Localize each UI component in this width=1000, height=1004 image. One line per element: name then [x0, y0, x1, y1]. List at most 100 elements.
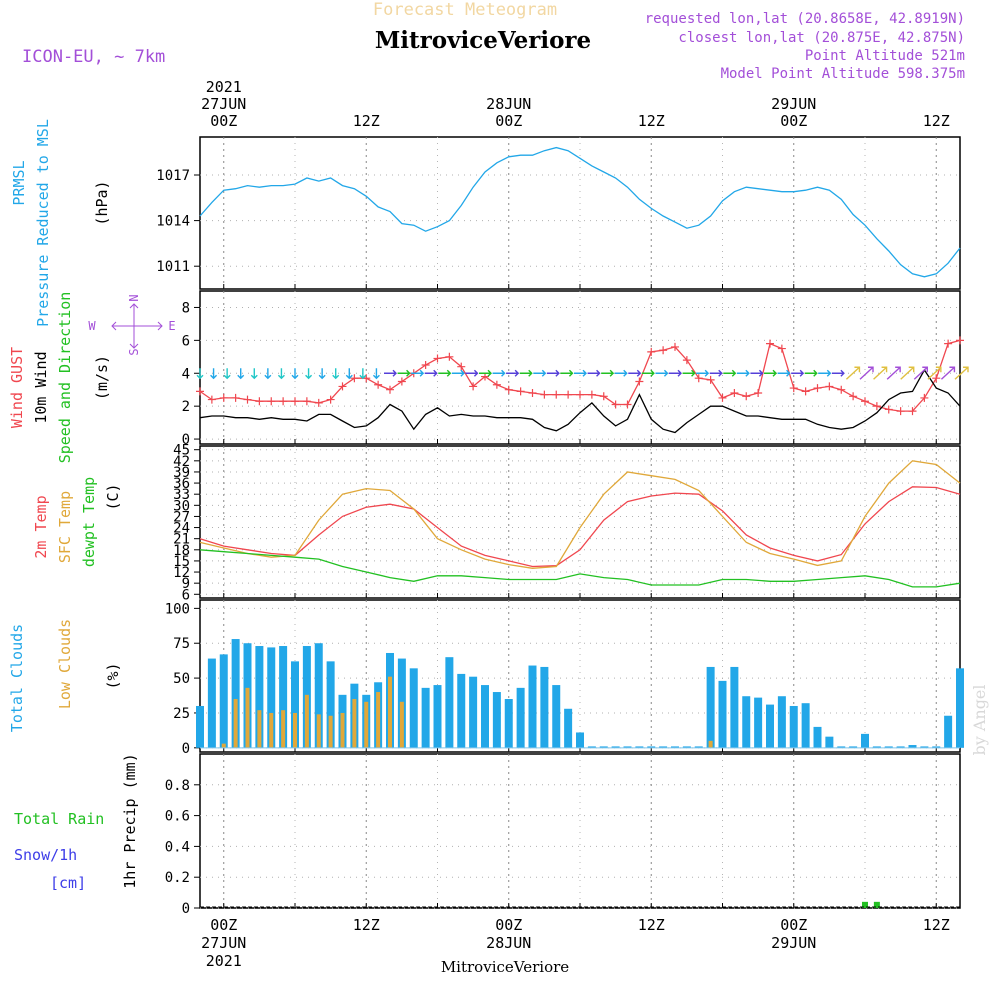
clouds-bar: [694, 746, 703, 748]
clouds-bar: [219, 654, 228, 748]
clouds-bar: [221, 743, 226, 748]
top-time-label: 12Z: [353, 112, 380, 130]
wind-direction-arrow: [411, 369, 425, 377]
wind-point: [623, 400, 632, 409]
clouds-bar: [920, 746, 929, 748]
temperature-ytick-label: 42: [173, 454, 190, 470]
clouds-bar: [269, 712, 274, 748]
wind-point: [219, 393, 228, 402]
clouds-bar: [671, 746, 679, 748]
clouds-bar: [789, 705, 798, 748]
wind-direction-arrow: [696, 369, 710, 377]
wind-point: [671, 342, 679, 351]
top-time-label-line: 29JUN: [771, 95, 816, 113]
temperature-ytick-label: 24: [173, 521, 190, 537]
wind-point: [576, 390, 584, 399]
wind-direction-arrow: [250, 368, 258, 380]
clouds-legend-low: Low Clouds: [56, 619, 74, 709]
clouds-bar: [766, 704, 774, 748]
wind-direction-arrow: [886, 366, 901, 380]
clouds-bar: [813, 726, 822, 748]
bottom-time-label-line: 28JUN: [486, 934, 531, 952]
clouds-bar: [754, 697, 763, 748]
compass-horizontal-arrow: [111, 321, 163, 331]
top-time-label: 12Z: [923, 112, 950, 130]
wind-point: [196, 387, 204, 396]
wind-direction-arrow: [560, 369, 574, 377]
top-time-label-line: 2021: [206, 78, 242, 96]
wind-point: [516, 387, 525, 396]
wind-direction-arrow: [900, 366, 915, 380]
wind-direction-arrow: [682, 369, 696, 377]
clouds-unit: (%): [104, 662, 122, 689]
precip-legend-snow: Snow/1h: [14, 846, 77, 864]
wind-series-1: [199, 368, 961, 434]
clouds-bar: [328, 715, 333, 748]
clouds-bar: [801, 703, 810, 748]
wind-point: [302, 397, 311, 406]
temp-legend-sfc: SFC Temp: [56, 491, 74, 563]
product-title: Forecast Meteogram: [373, 0, 557, 20]
wind-direction-arrow: [305, 368, 313, 380]
precip-ytick-label: 0.2: [165, 870, 190, 886]
clouds-bar: [682, 746, 691, 748]
temperature-ytick-label: 12: [173, 565, 190, 581]
temp-legend-dewpt: dewpt Temp: [80, 477, 98, 567]
wind-direction-arrow: [628, 369, 642, 377]
wind-point: [706, 375, 715, 384]
clouds-bar: [233, 699, 238, 748]
wind-direction-arrow: [519, 369, 533, 377]
temperature-series-0: [199, 486, 961, 568]
wind-direction-arrow: [736, 369, 750, 377]
bottom-time-label: 12Z: [923, 916, 950, 934]
clouds-bar: [777, 696, 786, 748]
wind-point: [374, 380, 383, 389]
clouds-bar: [281, 710, 286, 748]
bottom-time-label-line: 00Z: [780, 916, 807, 934]
wind-legend-direction: Speed and Direction: [56, 292, 74, 464]
temperature-ytick-label: 21: [173, 532, 190, 548]
wind-direction-arrow: [764, 369, 777, 377]
wind-point: [421, 361, 430, 370]
wind-point: [528, 389, 537, 397]
clouds-bar: [255, 646, 264, 748]
precip-ytick-label: 0.6: [165, 809, 190, 825]
temp-unit: (C): [104, 483, 122, 510]
temperature-ytick-label: 36: [173, 476, 190, 492]
wind-point: [682, 356, 691, 365]
wind-point: [397, 377, 406, 386]
wind-point: [492, 380, 501, 389]
clouds-bar: [872, 746, 881, 748]
wind-point: [504, 385, 513, 394]
clouds-legend-total: Total Clouds: [8, 624, 26, 732]
wind-point: [766, 339, 774, 348]
top-time-label-line: 12Z: [923, 112, 950, 130]
wind-point: [849, 392, 858, 401]
wind-point: [255, 397, 264, 406]
wind-point: [291, 397, 299, 406]
top-time-label-line: 12Z: [638, 112, 665, 130]
wind-point: [338, 382, 347, 391]
clouds-bar: [647, 746, 656, 748]
wind-direction-arrow: [831, 369, 845, 377]
wind-direction-arrow: [873, 366, 888, 380]
wind-point: [540, 390, 549, 399]
wind-direction-arrow: [709, 369, 723, 377]
wind-point: [718, 393, 727, 402]
wind-point: [837, 385, 846, 394]
pressure-legend-2: Pressure Reduced to MSL: [34, 119, 52, 327]
top-time-label-line: 27JUN: [201, 95, 246, 113]
closest-coordinates: closest lon,lat (20.875E, 42.875N): [678, 30, 965, 46]
wind-direction-arrow: [359, 368, 367, 380]
bottom-time-label-line: 12Z: [638, 916, 665, 934]
wind-direction-arrow: [859, 366, 874, 380]
clouds-bar: [409, 668, 418, 748]
wind-direction-arrow: [533, 369, 547, 377]
wind-point: [314, 398, 323, 407]
clouds-bar: [326, 661, 335, 748]
wind-ytick-label: 0: [182, 432, 190, 448]
